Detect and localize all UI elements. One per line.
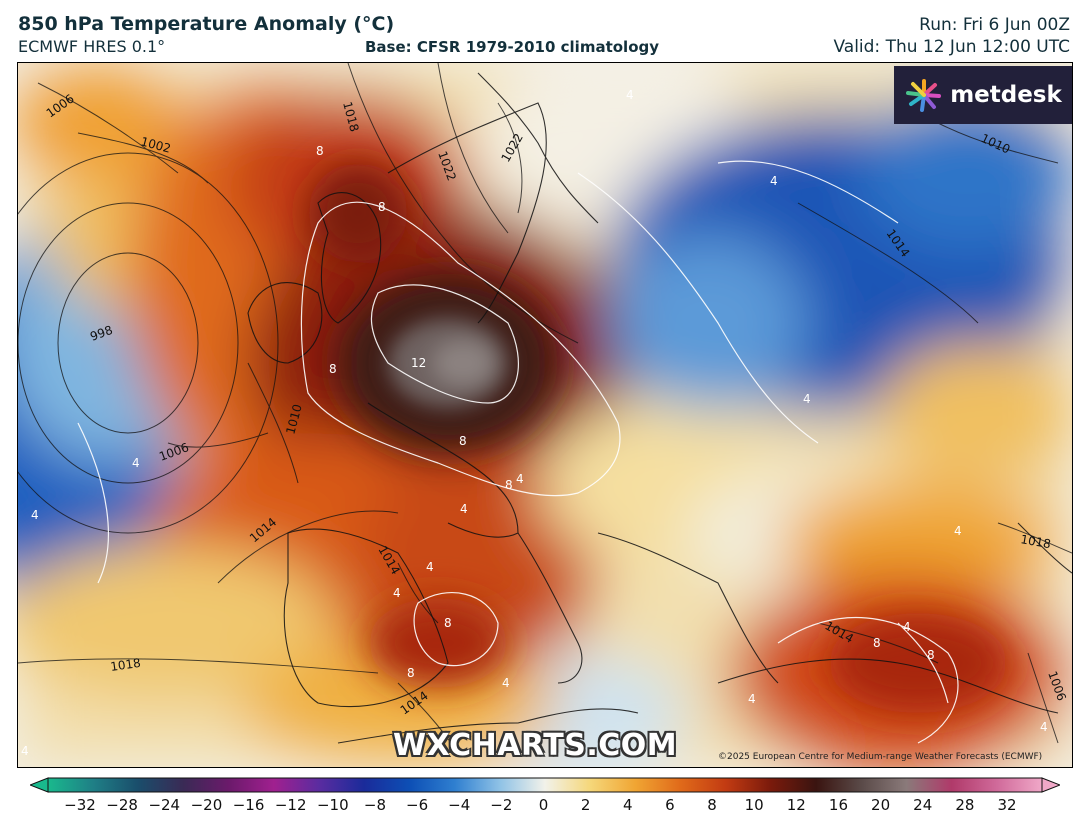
anomaly-label: 8: [378, 200, 386, 214]
anomaly-map[interactable]: 1006 1002 1018 1022 1022 1010 1014 998 1…: [17, 62, 1073, 768]
colorbar-tick-label: 4: [622, 796, 633, 814]
colorbar-tick-label: 8: [707, 796, 717, 814]
anomaly-label: 8: [444, 616, 452, 630]
anomaly-label: 8: [316, 144, 324, 158]
colorbar-tick-label: 6: [665, 796, 675, 814]
anomaly-label: 8: [873, 636, 881, 650]
anomaly-label: 4: [502, 676, 510, 690]
run-time-label: Run: Fri 6 Jun 00Z: [919, 15, 1070, 35]
anomaly-label: 4: [31, 508, 39, 522]
colorbar-tick-label: −6: [406, 796, 429, 814]
logo-text: metdesk: [950, 82, 1062, 108]
wxcharts-watermark: WXCHARTS.COM: [393, 728, 678, 763]
colorbar: [30, 777, 1060, 793]
anomaly-label: 4: [954, 524, 962, 538]
isobar-label: 1018: [109, 656, 141, 674]
colorbar-tick-label: −12: [274, 796, 307, 814]
anomaly-contours: [77, 160, 959, 744]
anomaly-label: 4: [626, 88, 634, 102]
colorbar-tick-label: −20: [190, 796, 223, 814]
colorbar-tick-label: 32: [997, 796, 1017, 814]
copyright-notice: ©2025 European Centre for Medium-range W…: [718, 752, 1043, 762]
colorbar-tick-label: 2: [580, 796, 591, 814]
anomaly-label: 12: [411, 356, 426, 370]
anomaly-label: 8: [459, 434, 467, 448]
anomaly-label: 4: [1040, 720, 1048, 734]
colorbar-tick-label: −16: [232, 796, 265, 814]
anomaly-label: 4: [21, 744, 29, 758]
anomaly-label: 8: [927, 648, 935, 662]
anomaly-label: 4: [132, 456, 140, 470]
colorbar-tick-label: 0: [538, 796, 549, 814]
colorbar-tick-label: −10: [316, 796, 349, 814]
colorbar-tick-label: −2: [490, 796, 513, 814]
anomaly-label: 4: [748, 692, 756, 706]
colorbar-tick-label: 12: [786, 796, 806, 814]
valid-time-label: Valid: Thu 12 Jun 12:00 UTC: [833, 37, 1070, 57]
colorbar-tick-label: 24: [913, 796, 933, 814]
colorbar-tick-label: −32: [64, 796, 96, 814]
anomaly-label: 4: [460, 502, 468, 516]
model-label: ECMWF HRES 0.1°: [18, 37, 166, 56]
colorbar-tick-label: 16: [828, 796, 848, 814]
coastlines: [247, 72, 1072, 744]
colorbar-tick-label: 10: [744, 796, 764, 814]
anomaly-label: 8: [407, 666, 415, 680]
anomaly-field: [18, 63, 1072, 767]
map-title: 850 hPa Temperature Anomaly (°C): [18, 13, 395, 35]
colorbar-tick-label: −8: [363, 796, 387, 814]
anomaly-label: 8: [505, 478, 513, 492]
colorbar-tick-label: 28: [955, 796, 975, 814]
sunburst-icon: [906, 79, 942, 112]
colorbar-tick-label: 20: [871, 796, 891, 814]
map-canvas: 1006 1002 1018 1022 1022 1010 1014 998 1…: [18, 63, 1072, 767]
anomaly-label: 4: [426, 560, 434, 574]
climatology-base-label: Base: CFSR 1979-2010 climatology: [365, 38, 660, 56]
anomaly-label: 4: [393, 586, 401, 600]
anomaly-label: 4: [803, 392, 811, 406]
colorbar-tick-label: −4: [448, 796, 471, 814]
anomaly-label: 4: [903, 620, 911, 634]
metdesk-logo: metdesk: [894, 66, 1072, 124]
anomaly-label: 4: [770, 174, 778, 188]
colorbar-tick-label: −24: [148, 796, 181, 814]
anomaly-label: 8: [329, 362, 337, 376]
anomaly-label: 4: [516, 472, 524, 486]
colorbar-tick-label: −28: [106, 796, 138, 814]
isobar-label: 1018: [1019, 532, 1052, 551]
